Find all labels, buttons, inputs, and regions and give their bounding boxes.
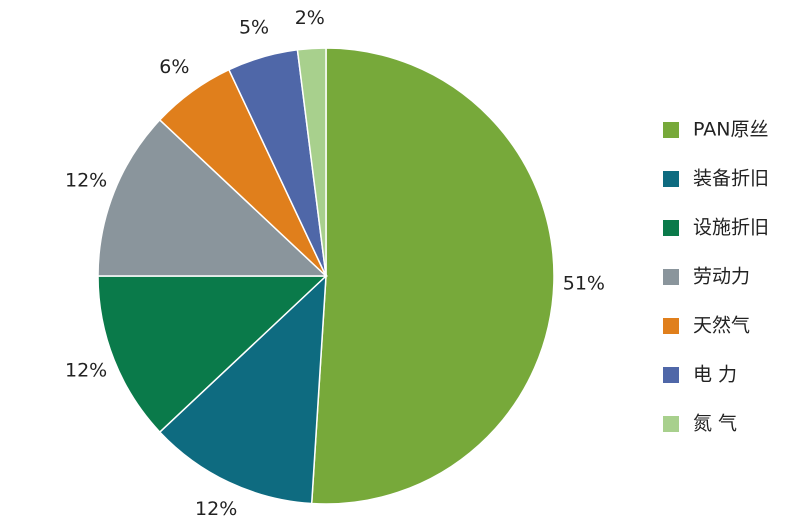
legend-label: 装备折旧 (693, 168, 769, 190)
data-label: 12% (65, 170, 107, 192)
data-label: 51% (563, 273, 605, 295)
data-label: 12% (65, 359, 107, 381)
legend-label: 电 力 (693, 364, 737, 386)
legend-swatch (663, 220, 679, 236)
data-label: 2% (295, 7, 325, 29)
data-label: 12% (195, 498, 237, 520)
pie-slice (97, 118, 328, 277)
legend-label: 劳动力 (693, 266, 750, 288)
data-label: 5% (239, 17, 269, 39)
legend-swatch (663, 367, 679, 383)
legend-swatch (663, 416, 679, 432)
pie-slice (296, 47, 327, 277)
data-label: 6% (159, 56, 189, 78)
pie-slice (310, 47, 555, 505)
pie-slice (97, 275, 328, 434)
legend-label: 氮 气 (693, 413, 737, 435)
pie-slice (158, 274, 327, 505)
legend-label: 设施折旧 (693, 217, 769, 239)
legend-label: PAN原丝 (693, 119, 768, 141)
legend-swatch (663, 171, 679, 187)
legend-swatch (663, 122, 679, 138)
legend-label: 天然气 (693, 315, 750, 337)
legend-swatch (663, 269, 679, 285)
legend-swatch (663, 318, 679, 334)
